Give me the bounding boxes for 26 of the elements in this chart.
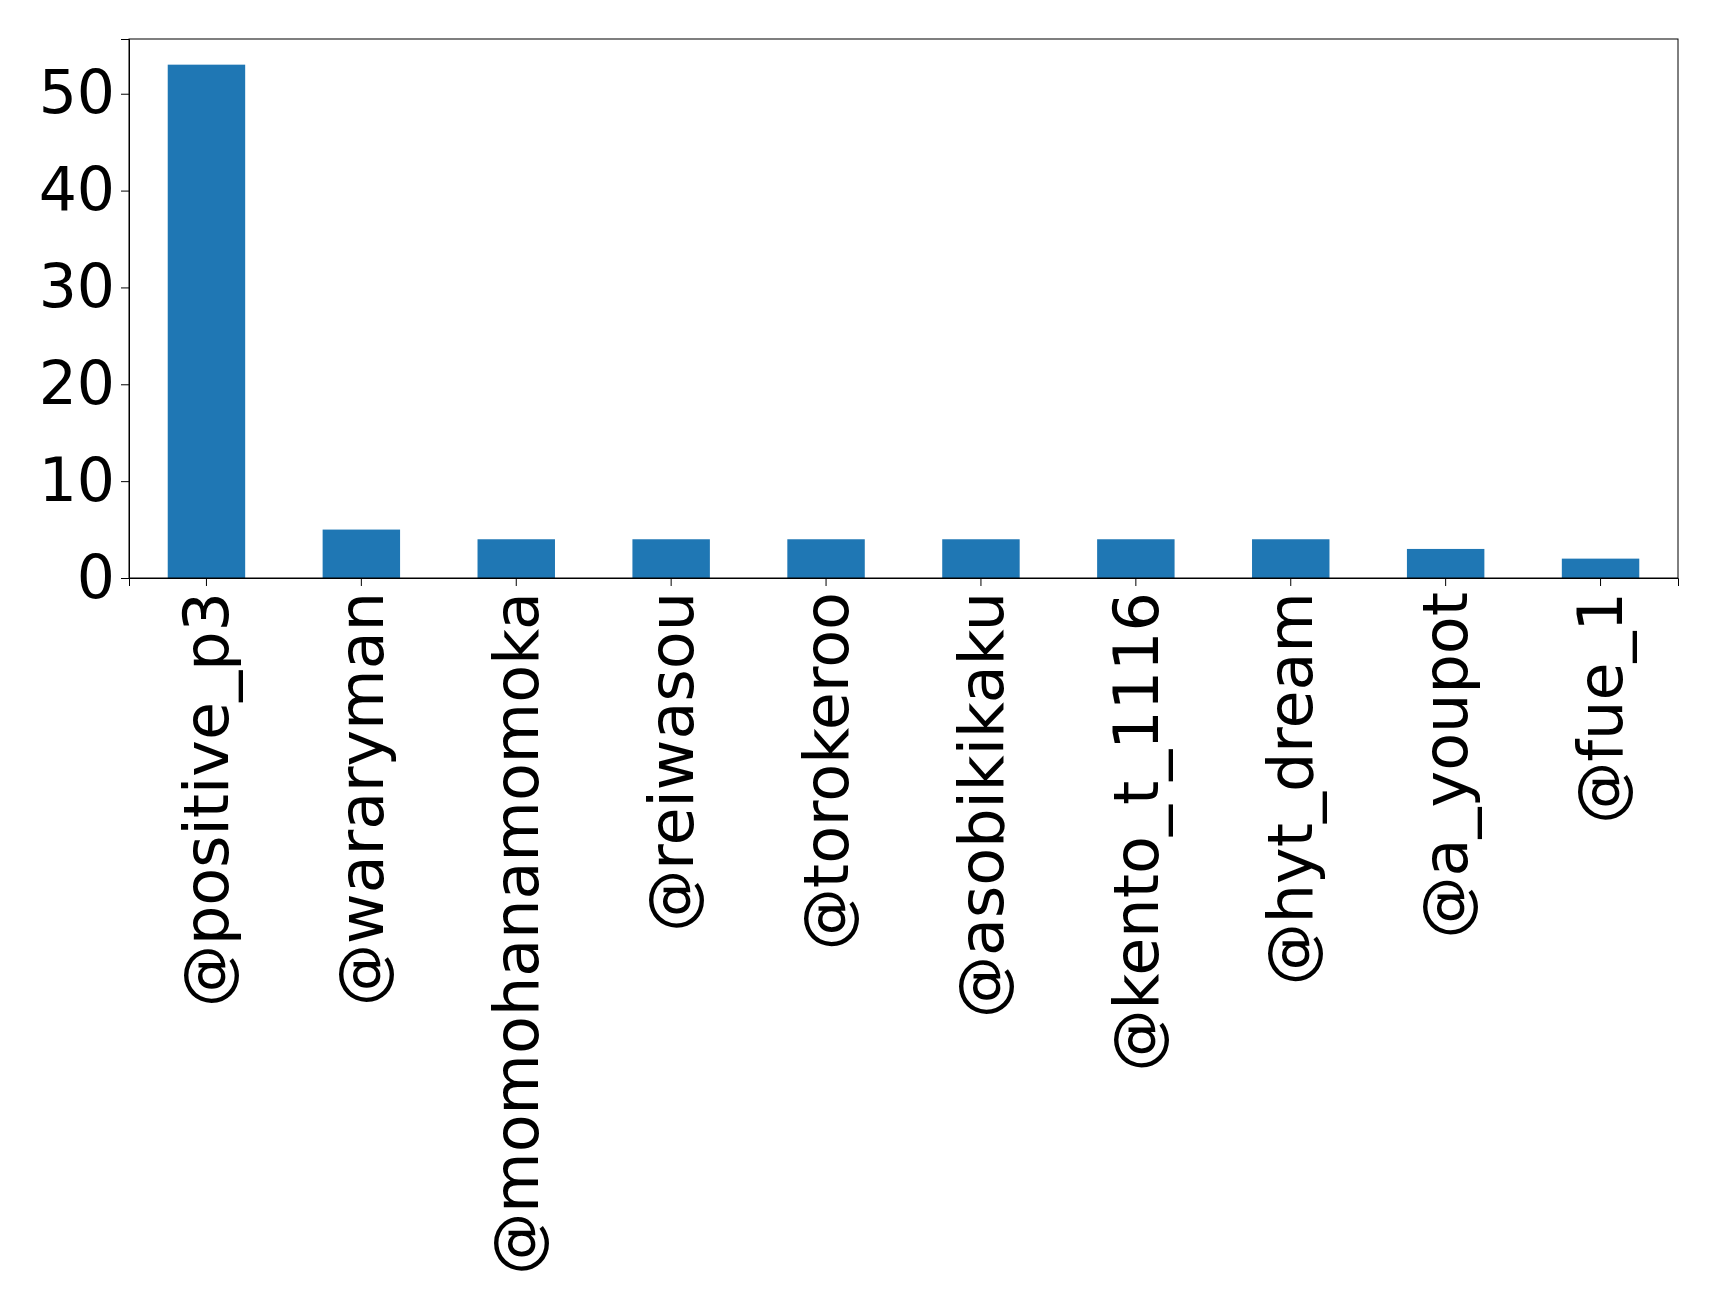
- bar: [1406, 548, 1485, 578]
- y-tick-label: 40: [38, 154, 115, 225]
- bar: [167, 64, 246, 578]
- x-tick-label: @fue_1: [1564, 592, 1638, 824]
- bar: [322, 529, 401, 578]
- x-tick-label: @kento_t_1116: [1099, 592, 1173, 1072]
- x-tick-label: @positive_p3: [170, 592, 244, 1007]
- x-tick-label: @a_youpot: [1409, 592, 1483, 939]
- bar: [1561, 558, 1640, 578]
- bar: [787, 539, 865, 578]
- y-tick-label: 50: [38, 57, 115, 128]
- x-tick-label: @torokeroo: [789, 592, 863, 951]
- bar: [1097, 539, 1175, 578]
- y-tick-label: 30: [38, 251, 115, 322]
- bar: [942, 539, 1020, 578]
- x-tick-label: @hyt_dream: [1254, 592, 1328, 986]
- y-tick-label: 20: [38, 347, 115, 418]
- x-tick-label: @momohanamomoka: [479, 592, 553, 1275]
- bar: [632, 539, 710, 578]
- y-tick-label: 0: [76, 541, 115, 612]
- bar: [1252, 539, 1330, 578]
- x-tick-label: @asobikikaku: [944, 592, 1018, 1019]
- x-tick-label: @reiwasou: [634, 592, 708, 932]
- y-tick-label: 10: [38, 444, 115, 515]
- x-tick-label: @wararyman: [325, 592, 399, 1007]
- bar: [477, 539, 555, 578]
